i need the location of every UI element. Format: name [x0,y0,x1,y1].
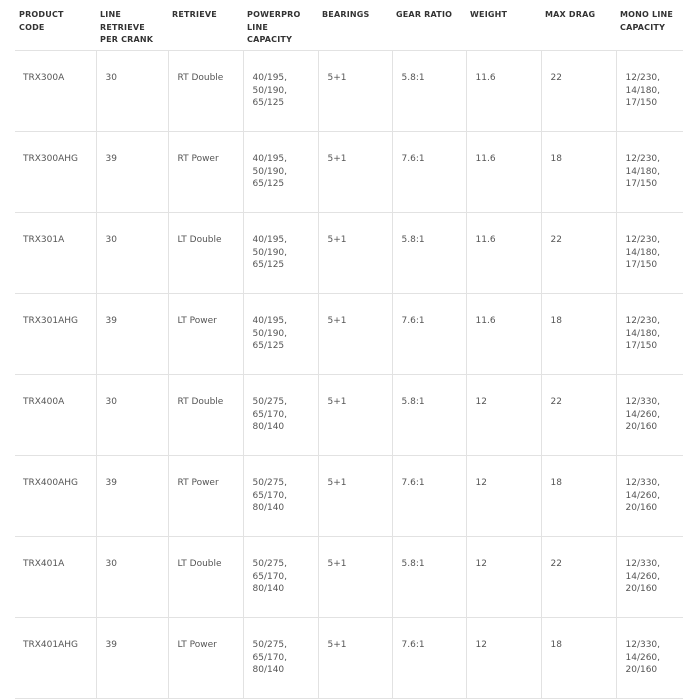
cell-product-code: TRX301AHG [15,293,96,375]
cell-line-retrieve: 39 [95,293,168,375]
cell-bearings: 5+1 [317,293,392,375]
cell-max-drag: 22 [540,50,616,132]
cell-line-retrieve: 30 [95,536,168,618]
cell-retrieve: LT Double [167,212,243,294]
cell-powerpro-capacity: 50/275, 65/170, 80/140 [242,536,318,618]
cell-powerpro-capacity: 50/275, 65/170, 80/140 [242,455,318,537]
cell-powerpro-capacity: 40/195, 50/190, 65/125 [242,131,318,213]
table-row: TRX301A 30 LT Double 40/195, 50/190, 65/125… [15,212,683,294]
cell-gear-ratio: 7.6:1 [391,455,466,537]
cell-bearings: 5+1 [317,212,392,294]
cell-bearings: 5+1 [317,131,392,213]
cell-max-drag: 22 [540,212,616,294]
cell-weight: 12 [465,617,541,699]
table-body: TRX300A 30 RT Double 40/195, 50/190, 65/125… [15,50,683,699]
header-mono-capacity: MONO LINE CAPACITY [616,0,683,51]
header-max-drag: MAX DRAG [541,0,616,51]
cell-weight: 12 [465,536,541,618]
cell-gear-ratio: 7.6:1 [391,131,466,213]
cell-mono-capacity: 12/330, 14/260, 20/160 [615,617,683,699]
cell-product-code: TRX401AHG [15,617,96,699]
cell-bearings: 5+1 [317,617,392,699]
cell-gear-ratio: 7.6:1 [391,293,466,375]
cell-max-drag: 22 [540,536,616,618]
cell-retrieve: RT Double [167,50,243,132]
header-product-code: PRODUCT CODE [15,0,96,51]
cell-gear-ratio: 5.8:1 [391,536,466,618]
table-row: TRX300A 30 RT Double 40/195, 50/190, 65/125… [15,50,683,132]
cell-line-retrieve: 30 [95,212,168,294]
cell-powerpro-capacity: 40/195, 50/190, 65/125 [242,50,318,132]
header-bearings: BEARINGS [318,0,392,51]
cell-retrieve: RT Power [167,131,243,213]
table-row: TRX401A 30 LT Double 50/275, 65/170, 80/140… [15,536,683,618]
cell-powerpro-capacity: 40/195, 50/190, 65/125 [242,293,318,375]
cell-powerpro-capacity: 50/275, 65/170, 80/140 [242,374,318,456]
cell-mono-capacity: 12/330, 14/260, 20/160 [615,455,683,537]
cell-retrieve: LT Double [167,536,243,618]
cell-bearings: 5+1 [317,455,392,537]
cell-max-drag: 18 [540,293,616,375]
cell-bearings: 5+1 [317,374,392,456]
cell-weight: 12 [465,455,541,537]
cell-weight: 11.6 [465,131,541,213]
header-row: PRODUCT CODE LINE RETRIEVE PER CRANK RETRI… [15,0,683,51]
cell-mono-capacity: 12/330, 14/260, 20/160 [615,536,683,618]
cell-weight: 11.6 [465,50,541,132]
table-row: TRX400AHG 39 RT Power 50/275, 65/170, 80/14… [15,455,683,537]
cell-line-retrieve: 39 [95,617,168,699]
table-row: TRX300AHG 39 RT Power 40/195, 50/190, 65/12… [15,131,683,213]
cell-powerpro-capacity: 40/195, 50/190, 65/125 [242,212,318,294]
table-row: TRX400A 30 RT Double 50/275, 65/170, 80/140… [15,374,683,456]
cell-mono-capacity: 12/330, 14/260, 20/160 [615,374,683,456]
cell-line-retrieve: 39 [95,455,168,537]
header-retrieve: RETRIEVE [168,0,243,51]
cell-powerpro-capacity: 50/275, 65/170, 80/140 [242,617,318,699]
cell-gear-ratio: 5.8:1 [391,374,466,456]
cell-weight: 12 [465,374,541,456]
cell-product-code: TRX400A [15,374,96,456]
cell-weight: 11.6 [465,293,541,375]
cell-retrieve: RT Power [167,455,243,537]
cell-mono-capacity: 12/230, 14/180, 17/150 [615,50,683,132]
cell-mono-capacity: 12/230, 14/180, 17/150 [615,131,683,213]
cell-line-retrieve: 30 [95,50,168,132]
cell-mono-capacity: 12/230, 14/180, 17/150 [615,212,683,294]
spec-table: PRODUCT CODE LINE RETRIEVE PER CRANK RETRI… [15,0,683,699]
header-gear-ratio: GEAR RATIO [392,0,466,51]
cell-retrieve: RT Double [167,374,243,456]
cell-product-code: TRX401A [15,536,96,618]
cell-bearings: 5+1 [317,50,392,132]
cell-mono-capacity: 12/230, 14/180, 17/150 [615,293,683,375]
table-row: TRX401AHG 39 LT Power 50/275, 65/170, 80/14… [15,617,683,699]
cell-bearings: 5+1 [317,536,392,618]
cell-product-code: TRX300AHG [15,131,96,213]
cell-product-code: TRX301A [15,212,96,294]
cell-gear-ratio: 5.8:1 [391,50,466,132]
header-weight: WEIGHT [466,0,541,51]
cell-line-retrieve: 30 [95,374,168,456]
cell-retrieve: LT Power [167,293,243,375]
cell-max-drag: 18 [540,455,616,537]
cell-product-code: TRX400AHG [15,455,96,537]
cell-max-drag: 22 [540,374,616,456]
cell-weight: 11.6 [465,212,541,294]
cell-retrieve: LT Power [167,617,243,699]
cell-max-drag: 18 [540,131,616,213]
cell-product-code: TRX300A [15,50,96,132]
cell-gear-ratio: 5.8:1 [391,212,466,294]
cell-gear-ratio: 7.6:1 [391,617,466,699]
cell-line-retrieve: 39 [95,131,168,213]
table-row: TRX301AHG 39 LT Power 40/195, 50/190, 65/12… [15,293,683,375]
header-powerpro-capacity: POWERPRO LINE CAPACITY [243,0,318,51]
header-line-retrieve: LINE RETRIEVE PER CRANK [96,0,168,51]
cell-max-drag: 18 [540,617,616,699]
